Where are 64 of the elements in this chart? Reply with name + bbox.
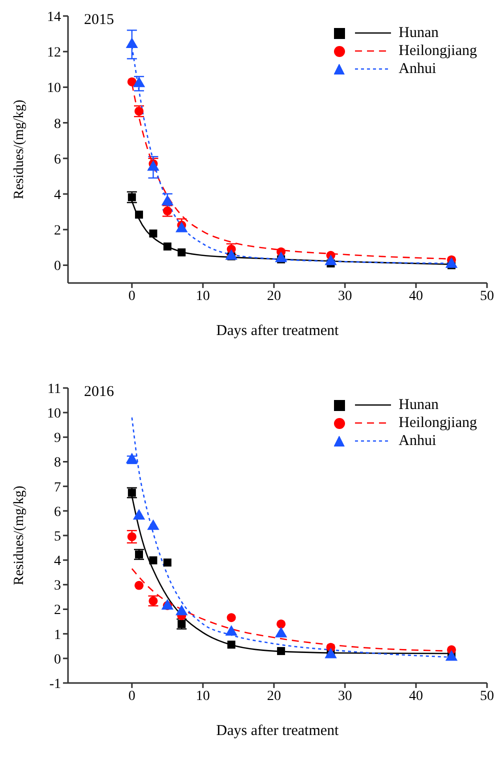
y-tick-label: 11 (48, 382, 61, 397)
x-axis-title: Days after treatment (216, 723, 340, 739)
point (226, 613, 236, 622)
y-tick-label: 10 (47, 406, 61, 422)
y-tick-label: 3 (54, 578, 61, 594)
y-tick-label: 12 (47, 46, 61, 61)
x-tick-label: 50 (480, 288, 494, 304)
y-tick-label: 8 (54, 116, 61, 132)
legend-label: Heilongjiang (398, 414, 477, 432)
x-tick-label: 0 (128, 688, 136, 704)
point (134, 580, 144, 590)
y-tick-label: 9 (54, 431, 61, 446)
y-tick-label: 10 (47, 81, 61, 96)
y-tick-label: 7 (54, 480, 61, 496)
y-tick-label: 8 (54, 456, 61, 471)
legend-label: Heilongjiang (398, 42, 477, 60)
x-tick-label: 40 (408, 288, 423, 304)
y-tick-label: 14 (47, 10, 61, 25)
chart-title: 2016 (84, 384, 114, 401)
x-axis-title: Days after treatment (216, 323, 340, 339)
legend-label: Hunan (398, 396, 439, 414)
x-tick-label: 20 (266, 288, 281, 304)
y-tick-label: -1 (49, 676, 61, 692)
point (147, 519, 160, 530)
x-tick-label: 30 (338, 688, 352, 704)
x-tick-label: 30 (338, 288, 352, 304)
chart-title: 2015 (84, 12, 114, 29)
legend-label: Hunan (398, 24, 439, 42)
y-tick-label: 2 (54, 603, 61, 618)
x-tick-label: 10 (196, 288, 210, 304)
point (132, 76, 146, 88)
point (227, 640, 236, 649)
y-axis-title: Residues/(mg/kg) (12, 485, 27, 586)
point (163, 242, 172, 251)
y-tick-label: 5 (54, 529, 61, 544)
legend-label: Anhui (398, 432, 436, 450)
x-tick-label: 40 (408, 688, 423, 704)
point (126, 37, 138, 48)
x-tick-label: 50 (480, 688, 494, 704)
y-axis-title: Residues/(mg/kg) (12, 99, 27, 200)
x-tick-label: 0 (128, 288, 136, 304)
point (132, 509, 146, 520)
y-tick-label: 0 (54, 259, 61, 274)
y-tick-label: 4 (54, 554, 61, 570)
y-tick-label: 6 (54, 152, 61, 168)
point (126, 452, 138, 464)
point (163, 558, 172, 567)
y-tick-label: 0 (54, 652, 61, 668)
point (149, 556, 158, 564)
x-tick-label: 20 (266, 688, 281, 704)
point (276, 619, 286, 629)
legend-label: Anhui (398, 60, 436, 78)
y-tick-label: 2 (54, 224, 61, 239)
point (127, 532, 136, 542)
x-tick-label: 10 (196, 688, 210, 704)
point (277, 647, 286, 656)
point (135, 210, 144, 219)
point (147, 160, 160, 171)
y-tick-label: 4 (54, 188, 61, 203)
y-tick-label: 6 (54, 504, 61, 520)
y-tick-label: 1 (54, 628, 61, 643)
point (149, 230, 158, 238)
point (178, 248, 186, 256)
point (127, 77, 136, 86)
